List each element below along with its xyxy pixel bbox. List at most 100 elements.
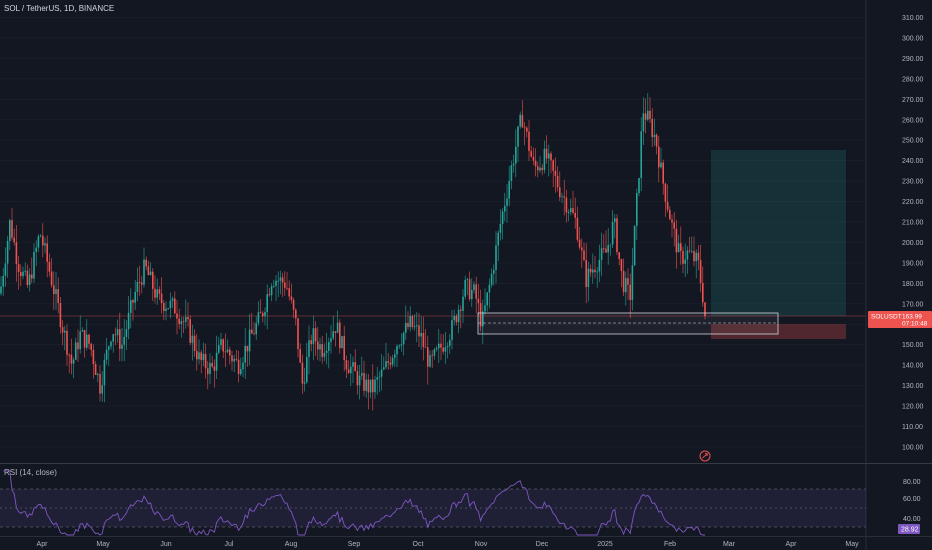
candle-body [609,244,612,246]
candle-body [475,284,477,299]
candle-body [614,218,616,222]
long-position-stop-zone[interactable] [711,324,846,339]
candle-body [132,300,134,303]
candle-body [83,330,86,348]
candle-body [169,300,172,309]
candle-body [61,327,64,333]
candle-body [31,274,33,279]
candle-body [603,248,605,250]
time-axis-label: Jul [225,541,234,548]
candle-body [13,237,15,243]
candle-body [649,110,651,119]
candle-body [237,359,240,375]
candle-body [433,349,436,356]
candle-body [675,228,678,253]
candle-body [356,371,359,386]
candle-body [651,118,653,138]
candle-body [11,220,13,238]
price-tick-label: 100.00 [902,444,924,451]
candle-body [686,250,689,260]
candle-body [660,162,662,168]
candle-body [596,271,598,273]
long-position-target-zone[interactable] [711,150,846,316]
candle-body [693,250,695,262]
candle-body [449,339,451,347]
candle-body [220,339,222,346]
price-tick-label: 250.00 [902,138,924,145]
candle-body [385,361,387,368]
candle-body [543,148,546,171]
candle-body [347,369,350,374]
candle-body [121,344,123,349]
candle-body [567,211,570,213]
candle-body [526,127,528,132]
candle-body [330,338,332,343]
price-tick-label: 180.00 [902,281,924,288]
candle-body [477,298,480,304]
candle-body [90,343,92,350]
candle-body [123,336,125,345]
candle-body [174,298,176,314]
candle-body [552,160,554,171]
candle-body [20,272,22,277]
candle-body [26,270,29,286]
candle-body [112,334,114,342]
price-tick-label: 310.00 [902,15,924,22]
candle-body [484,305,486,312]
candle-body [57,289,59,304]
candle-body [270,285,273,296]
candle-body [180,321,183,325]
candle-body [0,286,2,294]
price-tick-label: 190.00 [902,260,924,267]
candle-body [618,252,620,260]
candle-body [255,323,257,335]
candle-body [312,328,315,345]
candle-body [664,183,667,202]
candle-body [528,131,530,151]
candle-body [17,263,20,273]
candle-body [198,352,200,360]
candle-body [572,208,574,213]
candle-body [424,347,427,348]
candle-body [455,316,458,323]
candle-body [70,354,73,364]
candle-body [352,362,354,367]
candle-body [622,270,625,293]
candle-body [666,201,669,210]
candle-body [189,319,191,343]
candle-body [446,346,449,348]
candle-body [589,268,592,273]
candle-body [215,352,218,371]
candle-body [185,316,187,322]
candle-body [317,341,319,350]
replay-icon[interactable] [699,450,711,462]
candle-body [486,292,488,306]
candle-body [493,269,495,274]
candle-body [297,318,299,350]
candle-body [308,340,310,357]
candle-body [361,373,363,376]
time-axis[interactable]: Apr May Jun Jul Aug Sep Oct Nov Dec 2025 Feb Mar Apr… [37,541,860,548]
candle-body [521,114,524,128]
candle-body [464,279,466,297]
candle-body [574,212,576,218]
support-zone-rectangle[interactable] [477,312,779,335]
price-tick-label: 150.00 [902,342,924,349]
candle-body [565,197,568,213]
candle-body [497,232,499,246]
candle-body [75,342,77,360]
rsi-level-80: 80.00 [903,479,921,486]
candle-body [88,334,90,344]
rsi-indicator-title[interactable]: RSI (14, close) [4,468,57,477]
price-axis[interactable]: 310.00 300.00 290.00 280.00 270.00 260.00 250.… [902,15,924,451]
price-tick-label: 290.00 [902,56,924,63]
candle-body [387,361,389,363]
candle-body [6,241,9,264]
candle-body [396,346,398,355]
candle-body [37,236,40,248]
candle-body [345,360,348,370]
candle-body [429,355,431,367]
candlestick-series [0,93,706,411]
candle-body [39,235,42,237]
